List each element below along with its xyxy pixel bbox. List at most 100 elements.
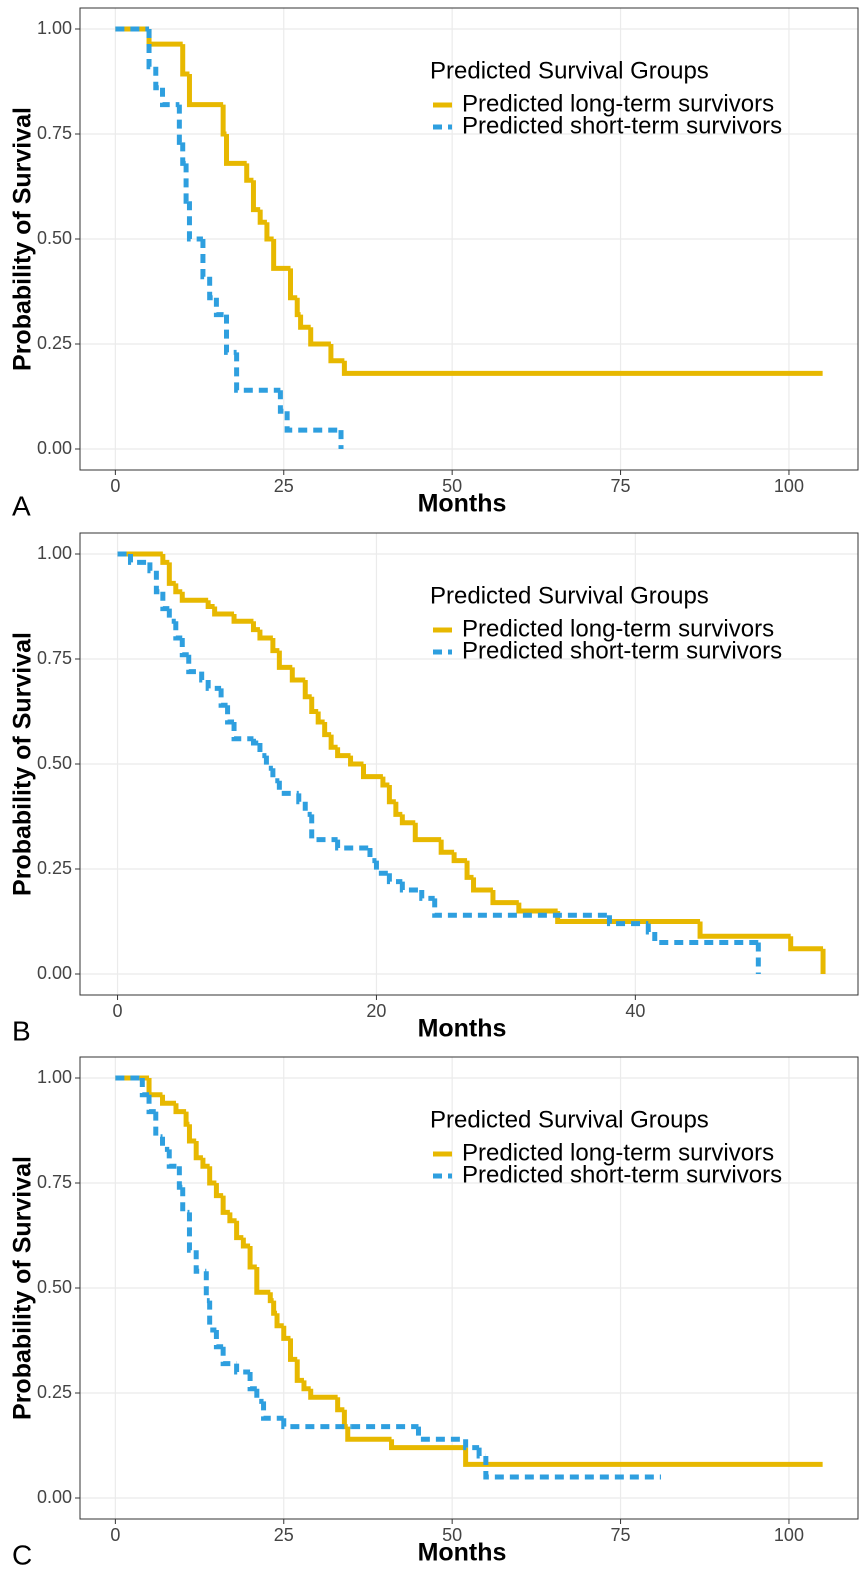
step-segment — [231, 722, 254, 742]
step-segment — [652, 932, 759, 945]
y-tick-label: 0.00 — [37, 1487, 72, 1507]
step-segment — [386, 873, 403, 885]
legend-label: Predicted short-term survivors — [462, 1161, 782, 1188]
step-segment — [231, 614, 254, 624]
y-tick-label: 0.00 — [37, 963, 72, 983]
legend-label: Predicted short-term survivors — [462, 637, 782, 664]
step-segment — [476, 1447, 486, 1459]
step-segment — [276, 650, 293, 670]
step-segment — [153, 1111, 163, 1140]
step-segment — [399, 881, 422, 893]
step-segment — [399, 814, 416, 826]
step-segment — [186, 201, 203, 242]
step-segment — [153, 66, 163, 91]
x-tick-label: 75 — [611, 1525, 631, 1545]
x-tick-label: 50 — [442, 1525, 462, 1545]
step-segment — [186, 1212, 197, 1253]
step-segment — [463, 1447, 823, 1467]
step-segment — [220, 1346, 237, 1367]
y-axis-label: Probability of Survival — [9, 107, 37, 371]
legend-title: Predicted Survival Groups — [430, 1106, 709, 1133]
y-tick-label: 0.50 — [37, 228, 72, 248]
step-segment — [348, 755, 364, 767]
step-segment — [193, 1250, 207, 1274]
step-segment — [254, 1267, 271, 1295]
step-segment — [516, 902, 558, 914]
x-tick-label: 25 — [274, 1525, 294, 1545]
x-tick-label: 20 — [366, 1001, 386, 1021]
step-segment — [205, 680, 222, 691]
survival-curve — [117, 551, 761, 974]
step-segment — [153, 570, 163, 595]
x-tick-label: 25 — [274, 476, 294, 496]
step-segment — [257, 629, 273, 641]
y-tick-label: 0.25 — [37, 1382, 72, 1402]
step-segment — [186, 654, 202, 675]
x-tick-label: 50 — [442, 476, 462, 496]
x-axis-label: Months — [418, 490, 507, 518]
panel-label: A — [12, 490, 31, 521]
plot-border — [79, 1056, 859, 1520]
step-segment — [179, 591, 209, 603]
x-axis-label: Months — [418, 1539, 507, 1567]
step-segment — [341, 360, 823, 376]
step-segment — [308, 1388, 338, 1400]
x-tick-label: 0 — [110, 476, 120, 496]
step-segment — [180, 1187, 190, 1215]
x-tick-label: 0 — [113, 1001, 123, 1021]
y-tick-label: 0.00 — [37, 438, 72, 458]
step-segment — [224, 314, 237, 355]
step-segment — [432, 898, 610, 918]
survival-curve — [115, 26, 344, 449]
step-segment — [127, 554, 150, 565]
step-segment — [438, 839, 455, 855]
legend-label: Predicted long-term survivors — [462, 615, 774, 642]
x-tick-label: 100 — [774, 1525, 804, 1545]
step-segment — [147, 562, 157, 574]
legend-title: Predicted Survival Groups — [430, 582, 709, 609]
panel-label: B — [12, 1015, 31, 1046]
y-tick-label: 0.25 — [37, 333, 72, 353]
y-tick-label: 1.00 — [37, 1067, 72, 1087]
y-tick-label: 0.75 — [37, 648, 72, 668]
step-segment — [697, 921, 791, 939]
step-segment — [207, 276, 217, 301]
y-tick-label: 1.00 — [37, 543, 72, 563]
x-tick-label: 100 — [774, 476, 804, 496]
y-axis-label: Probability of Survival — [9, 1156, 37, 1420]
step-segment — [160, 1094, 176, 1106]
step-segment — [463, 1439, 480, 1451]
step-segment — [389, 1439, 466, 1451]
y-tick-label: 0.50 — [37, 753, 72, 773]
legend-label: Predicted short-term survivors — [462, 112, 782, 139]
step-segment — [373, 860, 390, 876]
y-tick-label: 0.50 — [37, 1277, 72, 1297]
step-segment — [146, 29, 156, 70]
step-segment — [199, 671, 209, 683]
x-tick-label: 40 — [625, 1001, 645, 1021]
step-segment — [296, 793, 306, 805]
step-segment — [309, 814, 338, 843]
step-segment — [606, 915, 649, 927]
step-segment — [328, 344, 345, 364]
step-segment — [160, 87, 180, 108]
step-segment — [234, 352, 281, 393]
step-segment — [360, 764, 383, 780]
step-segment — [200, 239, 210, 280]
legend-label: Predicted long-term survivors — [462, 90, 774, 117]
step-segment — [284, 411, 342, 433]
step-segment — [419, 890, 435, 901]
step-segment — [271, 239, 291, 271]
panel-label: C — [12, 1539, 32, 1570]
y-tick-label: 1.00 — [37, 18, 72, 38]
step-segment — [335, 747, 351, 759]
x-tick-label: 75 — [611, 476, 631, 496]
legend-label: Predicted long-term survivors — [462, 1139, 774, 1166]
x-axis-label: Months — [418, 1015, 507, 1043]
step-segment — [645, 923, 655, 935]
x-tick-label: 0 — [110, 1525, 120, 1545]
step-segment — [298, 314, 311, 330]
step-segment — [335, 839, 370, 851]
y-tick-label: 0.25 — [37, 858, 72, 878]
